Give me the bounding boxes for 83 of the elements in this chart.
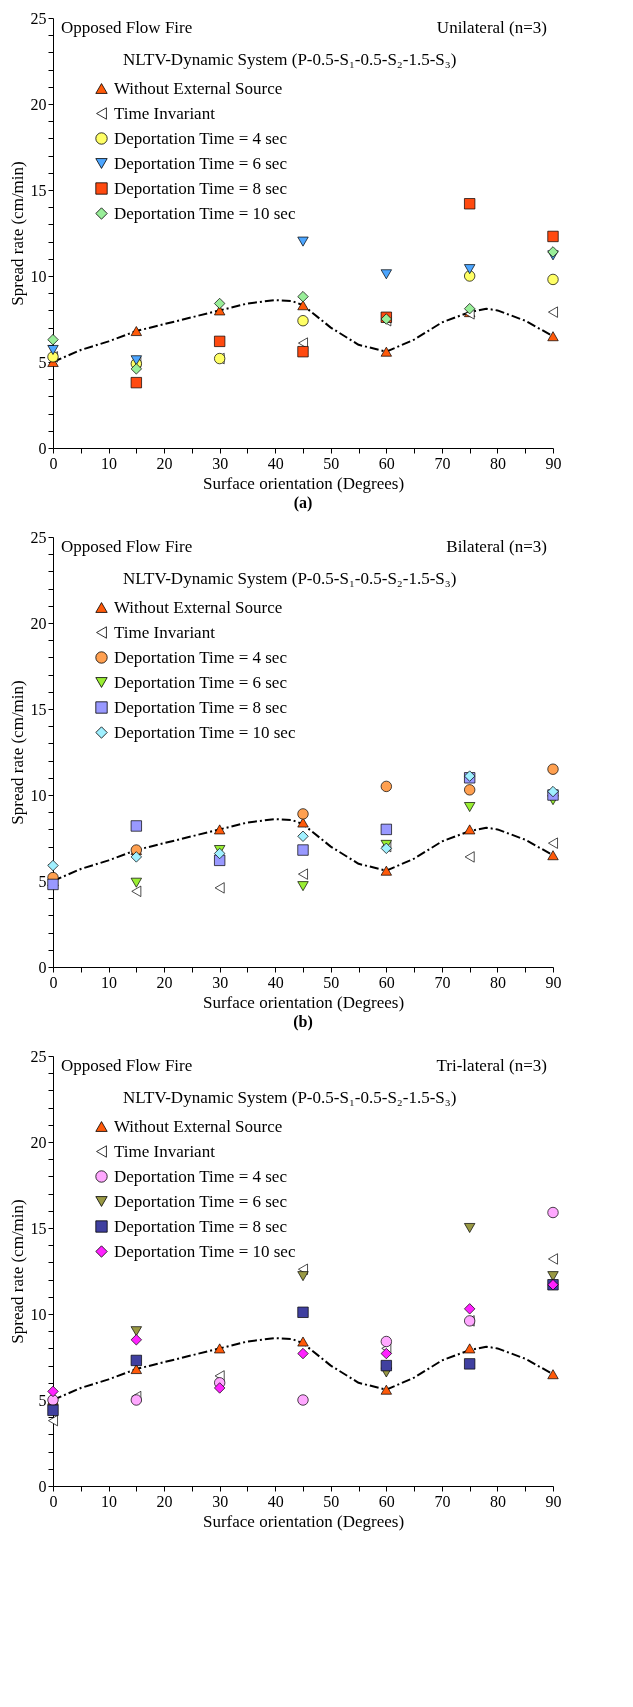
y-tick-label: 5 bbox=[38, 353, 47, 371]
y-tick-label: 20 bbox=[30, 95, 47, 113]
x-tick-label: 60 bbox=[378, 1492, 395, 1510]
x-tick-label: 0 bbox=[49, 1492, 58, 1510]
legend-label: Deportation Time = 4 sec bbox=[114, 1166, 288, 1186]
y-tick-label: 5 bbox=[38, 1391, 47, 1409]
x-axis-title: Surface orientation (Degrees) bbox=[202, 1511, 405, 1531]
y-axis-title: Spread rate (cm/min) bbox=[7, 161, 27, 306]
x-axis-title: Surface orientation (Degrees) bbox=[202, 473, 405, 493]
y-axis-title: Spread rate (cm/min) bbox=[7, 1199, 27, 1344]
legend-label: Deportation Time = 4 sec bbox=[114, 128, 288, 148]
x-tick-label: 70 bbox=[434, 454, 451, 472]
x-tick-label: 10 bbox=[101, 1492, 118, 1510]
legend-label: Deportation Time = 8 sec bbox=[114, 1216, 288, 1236]
y-tick-label: 0 bbox=[38, 439, 47, 457]
y-tick-label: 25 bbox=[30, 528, 47, 546]
annotation: Unilateral (n=3) bbox=[436, 18, 547, 37]
x-tick-label: 20 bbox=[156, 454, 173, 472]
y-tick-label: 10 bbox=[30, 1305, 47, 1323]
x-tick-label: 50 bbox=[323, 973, 340, 991]
x-tick-label: 20 bbox=[156, 973, 173, 991]
legend-label: Time Invariant bbox=[114, 1141, 216, 1161]
x-tick-label: 90 bbox=[545, 454, 562, 472]
y-tick-label: 0 bbox=[38, 958, 47, 976]
y-tick-label: 25 bbox=[30, 9, 47, 27]
legend-label: Deportation Time = 8 sec bbox=[114, 178, 288, 198]
annotation: Opposed Flow Fire bbox=[61, 537, 193, 556]
legend-label: Deportation Time = 10 sec bbox=[114, 722, 296, 742]
y-tick-label: 5 bbox=[38, 872, 47, 890]
x-tick-label: 20 bbox=[156, 1492, 173, 1510]
y-tick-label: 20 bbox=[30, 1133, 47, 1151]
annotation: Opposed Flow Fire bbox=[61, 18, 193, 37]
annotation: Tri-lateral (n=3) bbox=[436, 1056, 547, 1075]
y-tick-label: 15 bbox=[30, 1219, 47, 1237]
legend-label: Deportation Time = 10 sec bbox=[114, 203, 296, 223]
text: (b) bbox=[293, 1013, 313, 1031]
x-tick-label: 70 bbox=[434, 1492, 451, 1510]
x-tick-label: 30 bbox=[212, 1492, 229, 1510]
x-tick-label: 30 bbox=[212, 454, 229, 472]
legend-label: Without External Source bbox=[114, 1116, 283, 1136]
x-axis-title: Surface orientation (Degrees) bbox=[202, 992, 405, 1012]
x-tick-label: 60 bbox=[378, 973, 395, 991]
x-tick-label: 40 bbox=[267, 1492, 284, 1510]
x-tick-label: 40 bbox=[267, 973, 284, 991]
x-tick-label: 60 bbox=[378, 454, 395, 472]
legend-label: Deportation Time = 6 sec bbox=[114, 672, 288, 692]
y-tick-label: 0 bbox=[38, 1477, 47, 1495]
x-tick-label: 10 bbox=[101, 454, 118, 472]
x-tick-label: 0 bbox=[49, 454, 58, 472]
y-tick-label: 25 bbox=[30, 1047, 47, 1065]
y-tick-label: 15 bbox=[30, 181, 47, 199]
x-tick-label: 50 bbox=[323, 454, 340, 472]
x-tick-label: 10 bbox=[101, 973, 118, 991]
y-tick-label: 10 bbox=[30, 786, 47, 804]
annotation: Opposed Flow Fire bbox=[61, 1056, 193, 1075]
x-tick-label: 90 bbox=[545, 1492, 562, 1510]
x-tick-label: 30 bbox=[212, 973, 229, 991]
x-tick-label: 70 bbox=[434, 973, 451, 991]
x-tick-label: 0 bbox=[49, 973, 58, 991]
legend-label: Deportation Time = 4 sec bbox=[114, 647, 288, 667]
legend-label: Deportation Time = 6 sec bbox=[114, 153, 288, 173]
text: (a) bbox=[293, 494, 313, 512]
x-tick-label: 40 bbox=[267, 454, 284, 472]
y-tick-label: 15 bbox=[30, 700, 47, 718]
y-tick-label: 10 bbox=[30, 267, 47, 285]
x-tick-label: 80 bbox=[489, 454, 506, 472]
annotation: Bilateral (n=3) bbox=[446, 537, 547, 556]
annotation: NLTV-Dynamic System (P-0.5-S₁-0.5-S₂-1.5-S₃) bbox=[123, 569, 457, 588]
y-axis-title: Spread rate (cm/min) bbox=[7, 680, 27, 825]
x-tick-label: 80 bbox=[489, 973, 506, 991]
y-tick-label: 20 bbox=[30, 614, 47, 632]
x-tick-label: 90 bbox=[545, 973, 562, 991]
annotation: NLTV-Dynamic System (P-0.5-S₁-0.5-S₂-1.5-S₃) bbox=[123, 50, 457, 69]
legend-label: Without External Source bbox=[114, 597, 283, 617]
x-tick-label: 50 bbox=[323, 1492, 340, 1510]
x-tick-label: 80 bbox=[489, 1492, 506, 1510]
legend-label: Time Invariant bbox=[114, 622, 216, 642]
legend-label: Without External Source bbox=[114, 78, 283, 98]
legend-label: Deportation Time = 8 sec bbox=[114, 697, 288, 717]
annotation: NLTV-Dynamic System (P-0.5-S₁-0.5-S₂-1.5-S₃) bbox=[123, 1088, 457, 1107]
legend-label: Deportation Time = 10 sec bbox=[114, 1241, 296, 1261]
legend-label: Time Invariant bbox=[114, 103, 216, 123]
legend-label: Deportation Time = 6 sec bbox=[114, 1191, 288, 1211]
